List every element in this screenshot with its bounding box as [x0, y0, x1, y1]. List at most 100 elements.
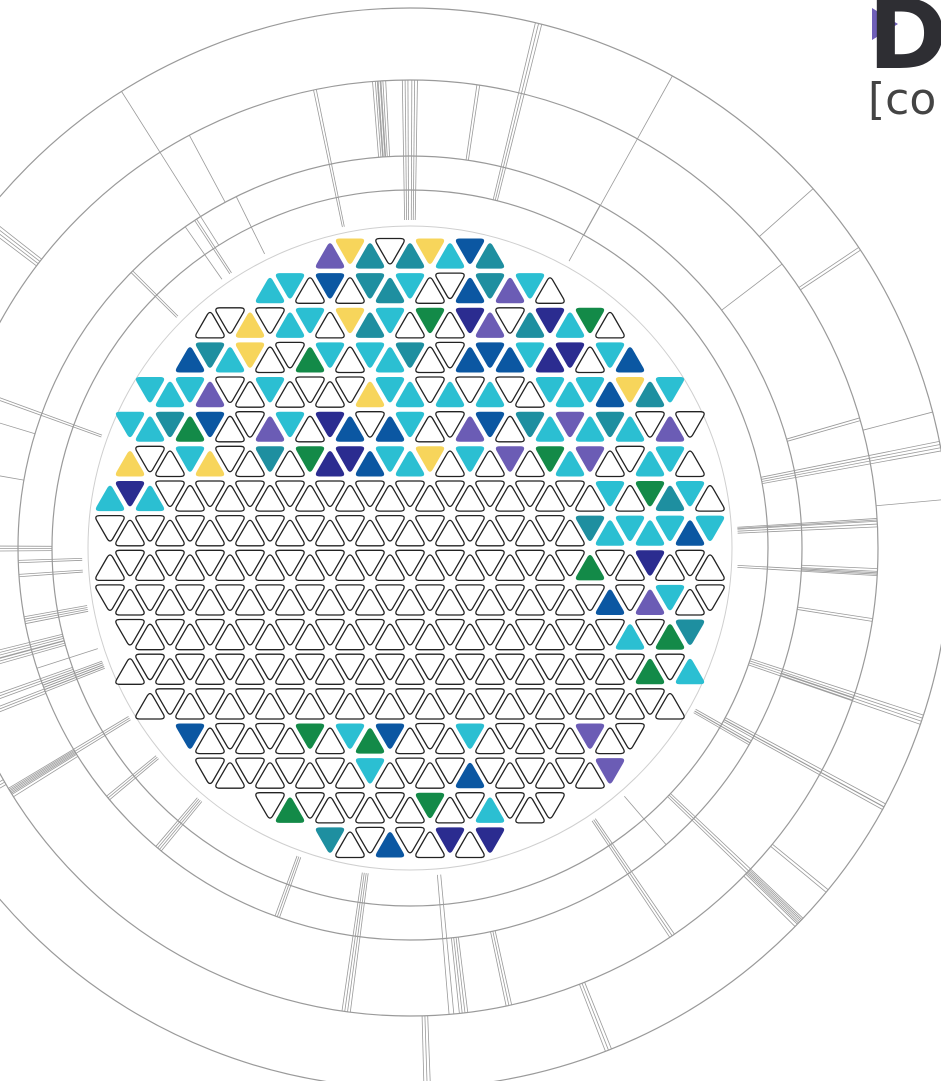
- mosaic-triangle: [495, 277, 525, 304]
- mosaic-triangle: [595, 549, 625, 577]
- spoke-line: [591, 820, 671, 938]
- mosaic-triangle: [355, 480, 385, 507]
- mosaic-triangle: [175, 692, 205, 720]
- mosaic-triangle: [555, 381, 585, 408]
- spoke-line: [593, 819, 673, 936]
- mosaic-triangle: [195, 480, 225, 507]
- spoke-line: [743, 875, 796, 927]
- spoke-line: [749, 869, 803, 920]
- spoke-line: [8, 716, 129, 789]
- mosaic-triangle: [595, 658, 625, 685]
- mosaic-triangle: [415, 792, 445, 819]
- mosaic-triangle: [515, 342, 545, 368]
- spoke-line: [787, 420, 861, 442]
- radial-spokes: [0, 22, 941, 1081]
- spoke-line: [279, 857, 302, 918]
- mosaic-triangle: [235, 658, 265, 685]
- mosaic-triangle: [495, 584, 525, 611]
- mosaic-triangle: [595, 342, 625, 368]
- spoke-line: [8, 749, 75, 790]
- mosaic-triangle: [315, 311, 345, 339]
- mosaic-triangle: [255, 514, 285, 542]
- mosaic-triangle: [635, 589, 665, 615]
- spoke-line: [492, 931, 510, 1006]
- spoke-line: [723, 719, 884, 808]
- mosaic-triangle: [515, 381, 545, 408]
- spoke-line: [781, 672, 854, 698]
- spoke-line: [313, 89, 343, 228]
- mosaic-triangle: [475, 273, 505, 299]
- mosaic-triangle: [175, 623, 205, 651]
- spoke-line: [584, 982, 612, 1050]
- mosaic-triangle: [435, 519, 465, 547]
- mosaic-triangle: [515, 688, 545, 715]
- mosaic-triangle: [495, 692, 525, 720]
- mosaic-triangle: [255, 692, 285, 720]
- mosaic-triangle: [675, 658, 705, 685]
- mosaic-triangle: [295, 347, 325, 373]
- spoke-line: [0, 422, 36, 435]
- mosaic-triangle: [555, 658, 585, 685]
- spoke-line: [9, 717, 130, 792]
- spoke-line: [0, 400, 102, 438]
- mosaic-triangle: [695, 584, 725, 611]
- spoke-line: [594, 818, 675, 935]
- mosaic-triangle: [315, 243, 345, 269]
- mosaic-triangle: [255, 446, 285, 472]
- mosaic-triangle: [555, 480, 585, 507]
- mosaic-triangle: [435, 480, 465, 507]
- spoke-line: [490, 931, 507, 1007]
- concentric-rings: [0, 7, 941, 1081]
- mosaic-triangle: [515, 727, 545, 755]
- mosaic-triangle: [395, 273, 425, 299]
- mosaic-triangle: [375, 554, 405, 582]
- mosaic-triangle: [475, 480, 505, 507]
- spoke-line: [694, 710, 751, 744]
- mosaic-triangle: [575, 485, 605, 512]
- mosaic-triangle: [115, 481, 145, 507]
- mosaic-triangle: [315, 451, 345, 477]
- mosaic-triangle: [395, 826, 425, 854]
- mosaic-triangle: [415, 376, 445, 404]
- spoke-line: [0, 784, 7, 789]
- spoke-line: [745, 873, 798, 925]
- mosaic-triangle: [595, 688, 625, 715]
- mosaic-triangle: [615, 377, 645, 403]
- mosaic-triangle: [235, 618, 265, 646]
- mosaic-triangle: [675, 549, 705, 577]
- mosaic-triangle: [295, 554, 325, 582]
- mosaic-triangle: [315, 519, 345, 547]
- mosaic-triangle: [335, 692, 365, 720]
- mosaic-triangle: [695, 554, 725, 582]
- spoke-line: [750, 658, 924, 716]
- mosaic-triangle: [195, 342, 225, 368]
- mosaic-triangle: [295, 792, 325, 819]
- mosaic-triangle: [175, 514, 205, 542]
- mosaic-triangle: [375, 307, 405, 334]
- mosaic-triangle: [535, 692, 565, 720]
- spoke-line: [862, 411, 933, 431]
- mosaic-triangle: [415, 554, 445, 582]
- mosaic-triangle: [135, 554, 165, 582]
- mosaic-triangle: [475, 727, 505, 755]
- mosaic-triangle: [415, 307, 445, 334]
- mosaic-triangle: [295, 692, 325, 720]
- mosaic-triangle: [135, 377, 165, 403]
- mosaic-triangle: [375, 584, 405, 611]
- spoke-line: [770, 846, 827, 893]
- spoke-line: [494, 23, 539, 201]
- spoke-line: [43, 664, 104, 688]
- mosaic-triangle: [475, 589, 505, 616]
- spoke-line: [349, 873, 369, 1013]
- mosaic-triangle: [455, 554, 485, 582]
- spoke-line: [0, 233, 39, 264]
- mosaic-triangle: [215, 722, 245, 750]
- spoke-line: [19, 571, 83, 578]
- mosaic-triangle: [355, 796, 385, 824]
- mosaic-triangle: [535, 623, 565, 651]
- mosaic-triangle: [155, 480, 185, 507]
- mosaic-triangle: [575, 555, 605, 581]
- spoke-line: [797, 609, 873, 622]
- mosaic-triangle: [695, 515, 725, 541]
- mosaic-triangle: [135, 584, 165, 611]
